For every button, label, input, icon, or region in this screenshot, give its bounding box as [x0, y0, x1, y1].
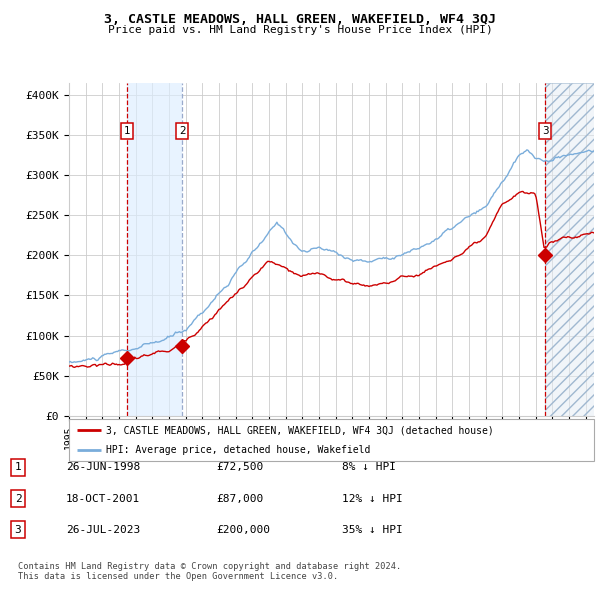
Text: 1: 1 — [124, 126, 130, 136]
Bar — [545, 83, 594, 416]
Text: 12% ↓ HPI: 12% ↓ HPI — [342, 494, 403, 503]
Text: 3: 3 — [14, 525, 22, 535]
Text: This data is licensed under the Open Government Licence v3.0.: This data is licensed under the Open Gov… — [18, 572, 338, 581]
Text: 3, CASTLE MEADOWS, HALL GREEN, WAKEFIELD, WF4 3QJ: 3, CASTLE MEADOWS, HALL GREEN, WAKEFIELD… — [104, 13, 496, 26]
Text: 3: 3 — [542, 126, 548, 136]
Text: Price paid vs. HM Land Registry's House Price Index (HPI): Price paid vs. HM Land Registry's House … — [107, 25, 493, 35]
Text: 3, CASTLE MEADOWS, HALL GREEN, WAKEFIELD, WF4 3QJ (detached house): 3, CASTLE MEADOWS, HALL GREEN, WAKEFIELD… — [106, 425, 493, 435]
Text: £200,000: £200,000 — [216, 525, 270, 535]
Text: £87,000: £87,000 — [216, 494, 263, 503]
Text: £72,500: £72,500 — [216, 463, 263, 472]
Bar — [545, 83, 594, 416]
Text: 2: 2 — [14, 494, 22, 503]
Bar — [127, 83, 182, 416]
Text: 35% ↓ HPI: 35% ↓ HPI — [342, 525, 403, 535]
Text: 8% ↓ HPI: 8% ↓ HPI — [342, 463, 396, 472]
FancyBboxPatch shape — [69, 419, 594, 461]
Text: 2: 2 — [179, 126, 185, 136]
Text: 26-JUN-1998: 26-JUN-1998 — [66, 463, 140, 472]
Text: Contains HM Land Registry data © Crown copyright and database right 2024.: Contains HM Land Registry data © Crown c… — [18, 562, 401, 571]
Text: 26-JUL-2023: 26-JUL-2023 — [66, 525, 140, 535]
Text: 1: 1 — [14, 463, 22, 472]
Text: 18-OCT-2001: 18-OCT-2001 — [66, 494, 140, 503]
Text: HPI: Average price, detached house, Wakefield: HPI: Average price, detached house, Wake… — [106, 445, 370, 455]
